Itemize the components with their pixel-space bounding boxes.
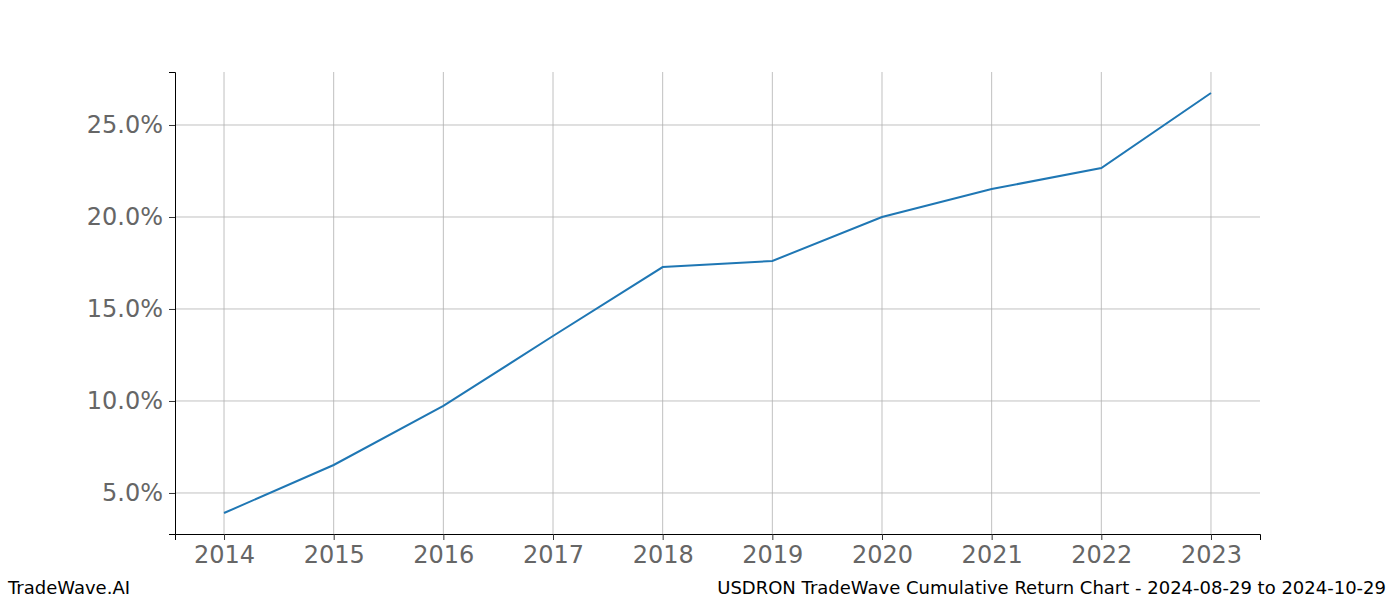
x-tick-mark [663, 534, 664, 540]
y-tick-mark [169, 125, 175, 126]
x-tick-mark [772, 534, 773, 540]
grid-line-y [175, 216, 1260, 217]
grid-line-x [881, 72, 882, 534]
chart: 2014 2015 2016 2017 2018 2019 2020 2021 2022 2023… [0, 0, 1400, 600]
grid-line-x [224, 72, 225, 534]
y-tick-mark [169, 309, 175, 310]
x-tick-mark [224, 534, 225, 540]
x-tick-mark [1101, 534, 1102, 540]
y-tick-label: 5.0% [102, 479, 163, 507]
x-tick-mark [443, 534, 444, 540]
grid-line-y [175, 492, 1260, 493]
y-tick: 25.0% [87, 111, 175, 139]
grid [175, 72, 1260, 534]
y-tick-label: 10.0% [87, 387, 163, 415]
grid-line-y [175, 124, 1260, 125]
x-tick: 2014 [194, 534, 255, 569]
y-tick-label: 25.0% [87, 111, 163, 139]
y-tick: 20.0% [87, 203, 175, 231]
y-tick-label: 15.0% [87, 295, 163, 323]
x-tick-label: 2022 [1071, 541, 1132, 569]
x-tick-label: 2020 [852, 541, 913, 569]
x-tick: 2015 [304, 534, 365, 569]
x-tick-label: 2019 [742, 541, 803, 569]
x-tick: 2017 [523, 534, 584, 569]
x-tick: 2020 [852, 534, 913, 569]
line [224, 93, 1211, 513]
grid-line-x [553, 72, 554, 534]
x-tick: 2023 [1181, 534, 1242, 569]
y-tick-label: 20.0% [87, 203, 163, 231]
axis-line [169, 73, 176, 535]
x-tick: 2016 [413, 534, 474, 569]
x-tick-label: 2023 [1181, 541, 1242, 569]
x-tick-label: 2021 [962, 541, 1023, 569]
grid-line-x [1210, 72, 1211, 534]
grid-line-x [1101, 72, 1102, 534]
x-tick-label: 2018 [633, 541, 694, 569]
x-tick-label: 2017 [523, 541, 584, 569]
x-tick-label: 2016 [413, 541, 474, 569]
x-tick-mark [992, 534, 993, 540]
x-tick-mark [334, 534, 335, 540]
y-tick: 5.0% [102, 479, 175, 507]
y-tick: 10.0% [87, 387, 175, 415]
plot-area [224, 93, 1211, 513]
y-tick-mark [169, 217, 175, 218]
x-tick: 2022 [1071, 534, 1132, 569]
x-tick-mark [1211, 534, 1212, 540]
grid-line-x [772, 72, 773, 534]
annotation: TradeWave.AI [7, 577, 130, 598]
x-tick-mark [553, 534, 554, 540]
x-tick-label: 2014 [194, 541, 255, 569]
y-tick-mark [169, 493, 175, 494]
grid-line-y [175, 308, 1260, 309]
x-axis: 2014 2015 2016 2017 2018 2019 2020 2021 2022 2023 [176, 534, 1261, 569]
y-tick-mark [169, 401, 175, 402]
title: USDRON TradeWave Cumulative Return Chart… [717, 577, 1386, 598]
x-tick: 2018 [633, 534, 694, 569]
y-tick: 15.0% [87, 295, 175, 323]
y-axis: 5.0% 10.0% 15.0% 20.0% 25.0% [87, 73, 176, 535]
x-tick: 2019 [742, 534, 803, 569]
x-tick-label: 2015 [304, 541, 365, 569]
grid-line-x [443, 72, 444, 534]
grid-line-x [662, 72, 663, 534]
grid-line-y [175, 400, 1260, 401]
x-tick: 2021 [962, 534, 1023, 569]
axis-line [176, 535, 1261, 541]
x-tick-mark [882, 534, 883, 540]
grid-line-x [991, 72, 992, 534]
